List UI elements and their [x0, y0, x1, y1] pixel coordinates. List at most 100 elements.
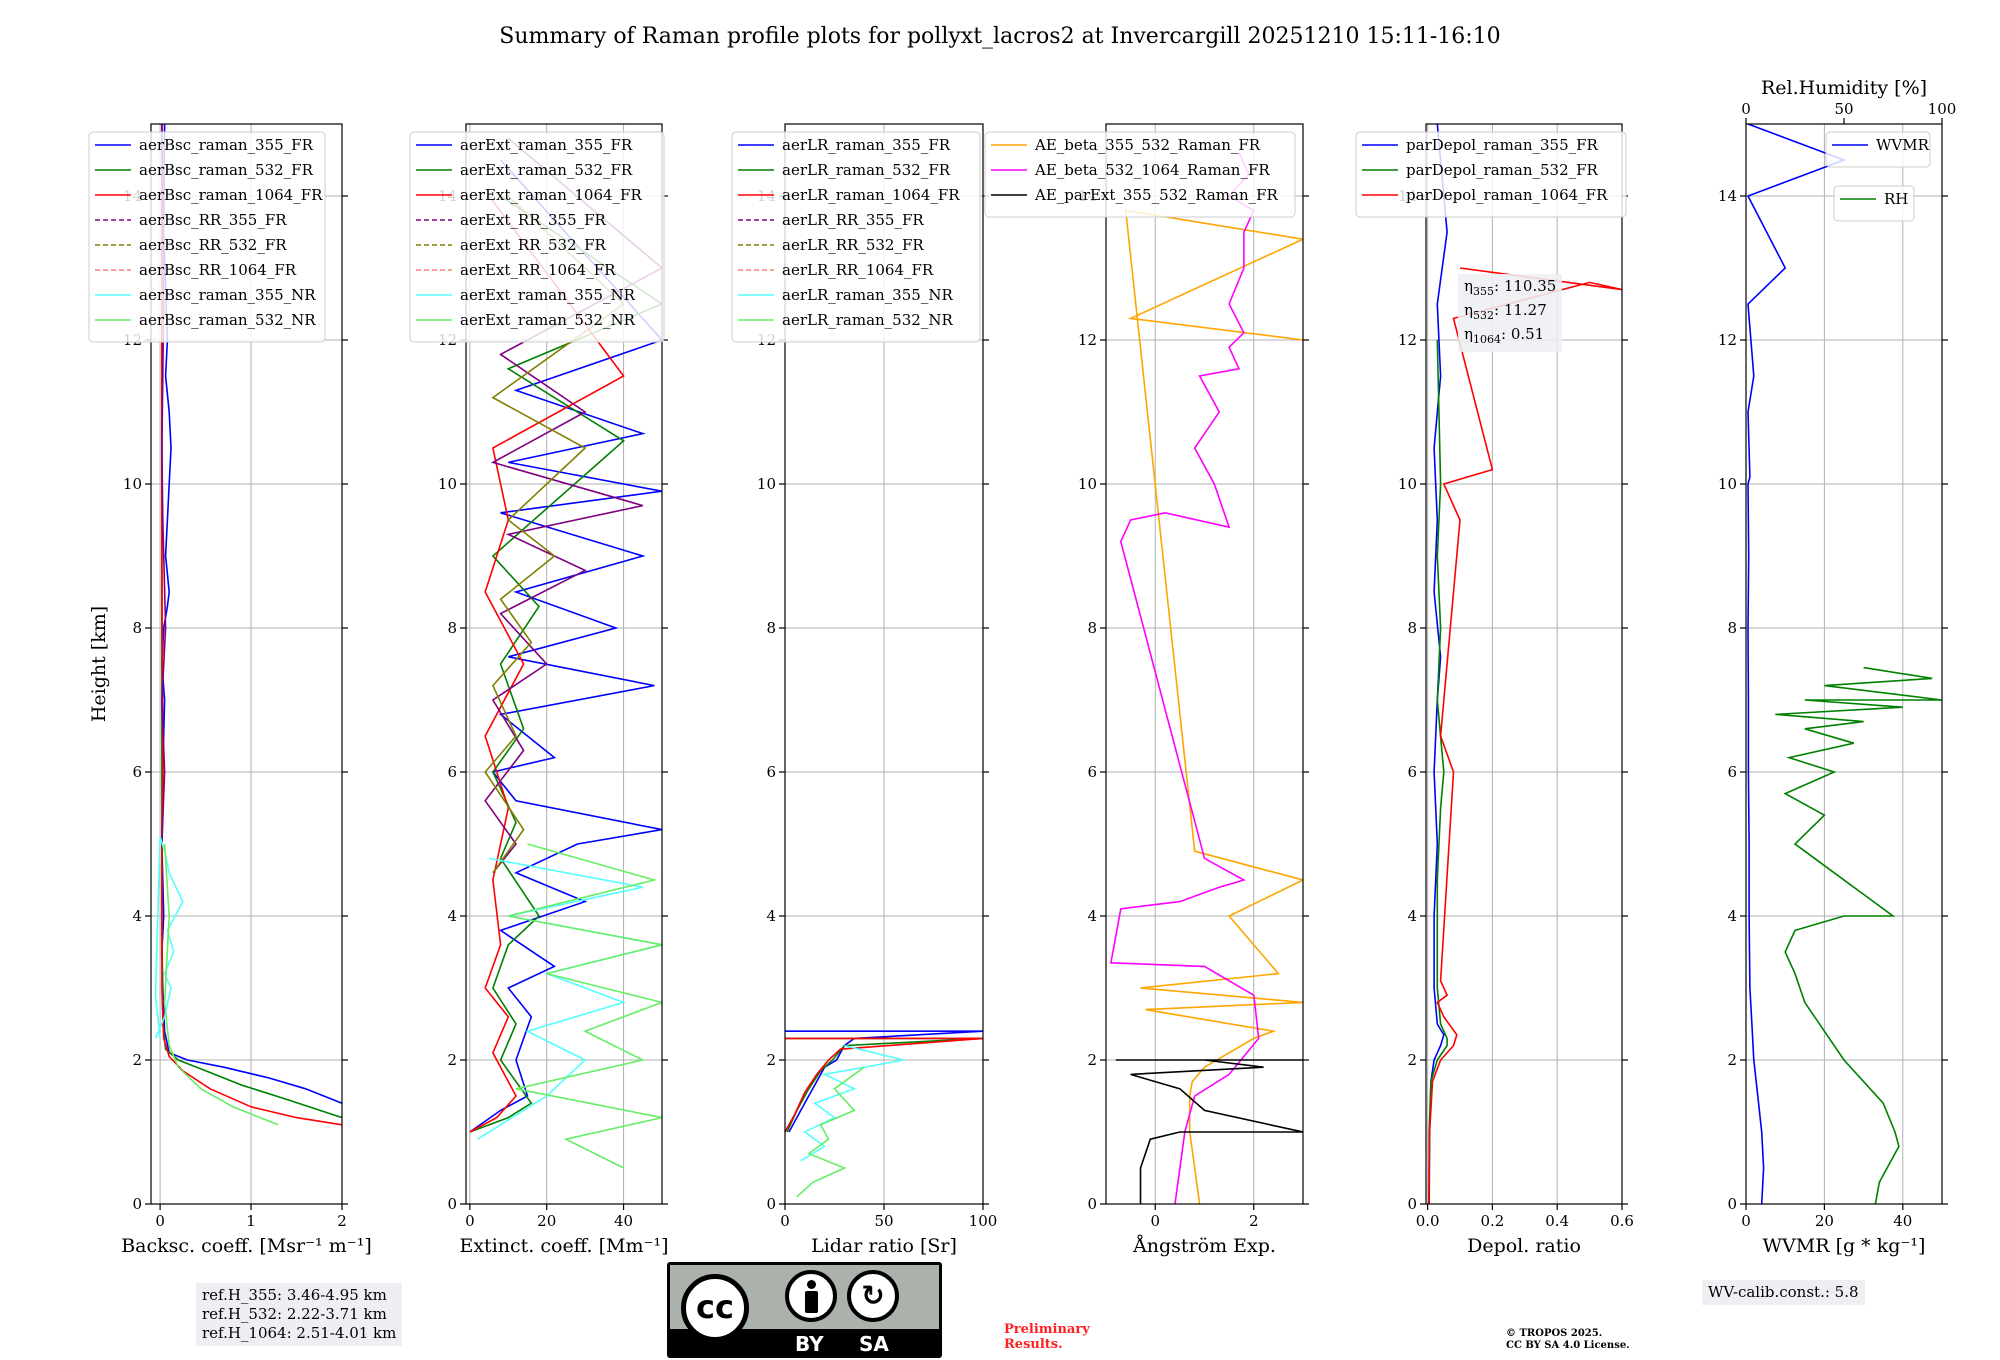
axes-frame [1425, 123, 1623, 1205]
eta-box: η355: 110.35 η532: 11.27 η1064: 0.51 [1458, 274, 1563, 352]
by-icon [785, 1270, 837, 1322]
series-line-aerExt_raman_532_NR [508, 843, 662, 1169]
y-tick-label: 2 [1727, 1051, 1737, 1069]
panel-ae: 0202468101214Ångström Exp.AE_beta_355_53… [984, 123, 1309, 1257]
legend-label: WVMR [1876, 136, 1930, 154]
ref-h-532: ref.H_532: 2.22-3.71 km [202, 1305, 387, 1323]
cc-icon: cc [681, 1274, 749, 1342]
y-tick-label: 4 [447, 907, 457, 925]
x-tick-label: 0 [465, 1212, 475, 1230]
eta-355-value: : 110.35 [1494, 277, 1557, 295]
figure-title: Summary of Raman profile plots for polly… [499, 24, 1500, 49]
legend: aerExt_raman_355_FR aerExt_raman_532_FRae… [409, 131, 665, 343]
y-tick-label: 10 [123, 475, 142, 493]
preliminary-line-2: Results. [1004, 1337, 1063, 1352]
legend-label: aerLR_RR_532_FR [782, 236, 924, 254]
x-tick-label: 50 [874, 1212, 893, 1230]
legend-label: aerLR_raman_1064_FR [782, 186, 960, 204]
y-tick-label: 8 [766, 619, 776, 637]
legend-label: aerLR_raman_355_NR [782, 286, 953, 304]
legend-label: aerExt_RR_1064_FR [460, 261, 616, 279]
y-tick-label: 6 [132, 763, 142, 781]
panels: 01202468101214Backsc. coeff. [Msr⁻¹ m⁻¹]… [88, 77, 1956, 1257]
legend-rh: RH [1833, 185, 1915, 222]
y-tick-label: 8 [447, 619, 457, 637]
series-ae [1109, 152, 1303, 1204]
eta-1064-sub: 1064 [1473, 333, 1501, 346]
legend-label: parDepol_raman_1064_FR [1406, 186, 1608, 204]
series-line-aerExt_raman_532_FR [469, 195, 662, 1133]
series-line-aerLR_raman_1064_FR [785, 1037, 983, 1133]
y-tick-label: 6 [1087, 763, 1097, 781]
panel-ext: 0204002468101214Extinct. coeff. [Mm⁻¹]ae… [409, 123, 669, 1257]
legend-label: aerLR_raman_532_FR [782, 161, 951, 179]
panel-wv: 0 20 40 0 2 4 6 8 10 12 14 WVMR [g * kg⁻¹] 0 50 100Rel… [1718, 77, 1956, 1257]
y-tick-label: 4 [132, 907, 142, 925]
eta-355: η355: 110.35 [1464, 277, 1556, 301]
top-tick-label: 100 [1928, 100, 1957, 118]
x-axis-label: Ångström Exp. [1132, 1235, 1276, 1257]
x-tick-label: 100 [969, 1212, 998, 1230]
legend-label: aerExt_raman_532_NR [460, 311, 636, 329]
legend-label: aerExt_raman_1064_FR [460, 186, 642, 204]
x-axis-label: WVMR [g * kg⁻¹] [1763, 1235, 1926, 1257]
x-tick-label: 40 [614, 1212, 633, 1230]
series-line-parDepol_raman_355_FR [1428, 124, 1448, 1204]
legend-label: aerLR_RR_355_FR [782, 211, 924, 229]
panel-bsc: 01202468101214Backsc. coeff. [Msr⁻¹ m⁻¹]… [88, 123, 372, 1257]
series-line-AE_beta_355_532_Raman_FR [1124, 209, 1303, 1204]
y-tick-label: 12 [1078, 331, 1097, 349]
series-line-AE_beta_532_1064_Raman_FR [1109, 152, 1260, 1204]
y-tick-label: 2 [1087, 1051, 1097, 1069]
y-tick-label: 4 [1407, 907, 1417, 925]
series-line-WVMR [1746, 124, 1847, 1204]
series-line-aerExt_RR_355_FR [484, 137, 662, 874]
ref-h-1064: ref.H_1064: 2.51-4.01 km [202, 1324, 397, 1342]
legend: aerBsc_raman_355_FR aerBsc_raman_532_FRae… [88, 131, 326, 343]
x-tick-label: 0 [1150, 1212, 1160, 1230]
y-tick-label: 8 [132, 619, 142, 637]
panel-lr: 05010002468101214Lidar ratio [Sr]aerLR_r… [731, 123, 998, 1257]
legend-label: aerLR_raman_532_NR [782, 311, 953, 329]
copyright-note: © TROPOS 2025. CC BY SA 4.0 License. [1506, 1328, 1630, 1352]
series-line-RH [1775, 666, 1942, 1204]
y-tick-label: 0 [1727, 1195, 1737, 1213]
legend-label: parDepol_raman_355_FR [1406, 136, 1599, 154]
x-axis-label: Backsc. coeff. [Msr⁻¹ m⁻¹] [121, 1235, 372, 1257]
y-tick-label: 8 [1407, 619, 1417, 637]
axes-frame [1105, 123, 1304, 1205]
legend-label: aerExt_RR_532_FR [460, 236, 607, 254]
y-tick-label: 2 [447, 1051, 457, 1069]
y-tick-label: 6 [1727, 763, 1737, 781]
legend-label: aerBsc_RR_532_FR [139, 236, 287, 254]
license-by-label: BY [795, 1332, 824, 1356]
preliminary-line-1: Preliminary [1004, 1322, 1090, 1337]
series-line-aerExt_RR_532_FR [484, 195, 625, 874]
top-tick-label: 0 [1741, 100, 1751, 118]
eta-532-value: : 11.27 [1494, 301, 1547, 319]
eta-1064-value: : 0.51 [1501, 325, 1545, 343]
x-axis-label: Lidar ratio [Sr] [811, 1235, 957, 1257]
x-tick-label: 0 [780, 1212, 790, 1230]
x-tick-label: 0.6 [1610, 1212, 1634, 1230]
legend-label: aerExt_RR_355_FR [460, 211, 607, 229]
eta-1064: η1064: 0.51 [1464, 325, 1556, 349]
y-tick-label: 2 [132, 1051, 142, 1069]
y-tick-label: 0 [1407, 1195, 1417, 1213]
y-tick-label: 4 [1727, 907, 1737, 925]
y-tick-label: 14 [1718, 187, 1737, 205]
legend-label: aerBsc_RR_355_FR [139, 211, 287, 229]
y-tick-label: 10 [438, 475, 457, 493]
series-line-aerBsc_raman_355_NR [154, 836, 184, 1039]
y-tick-label: 8 [1727, 619, 1737, 637]
axes-frame [1745, 123, 1943, 1205]
x-tick-label: 20 [537, 1212, 556, 1230]
eta-355-sub: 355 [1473, 285, 1494, 298]
y-tick-label: 6 [766, 763, 776, 781]
eta-532: η532: 11.27 [1464, 301, 1556, 325]
eta-532-sym: η [1464, 301, 1473, 319]
x-tick-label: 0 [155, 1212, 165, 1230]
y-tick-label: 6 [1407, 763, 1417, 781]
y-tick-label: 6 [447, 763, 457, 781]
series-line-aerLR_raman_532_NR [796, 1066, 865, 1198]
